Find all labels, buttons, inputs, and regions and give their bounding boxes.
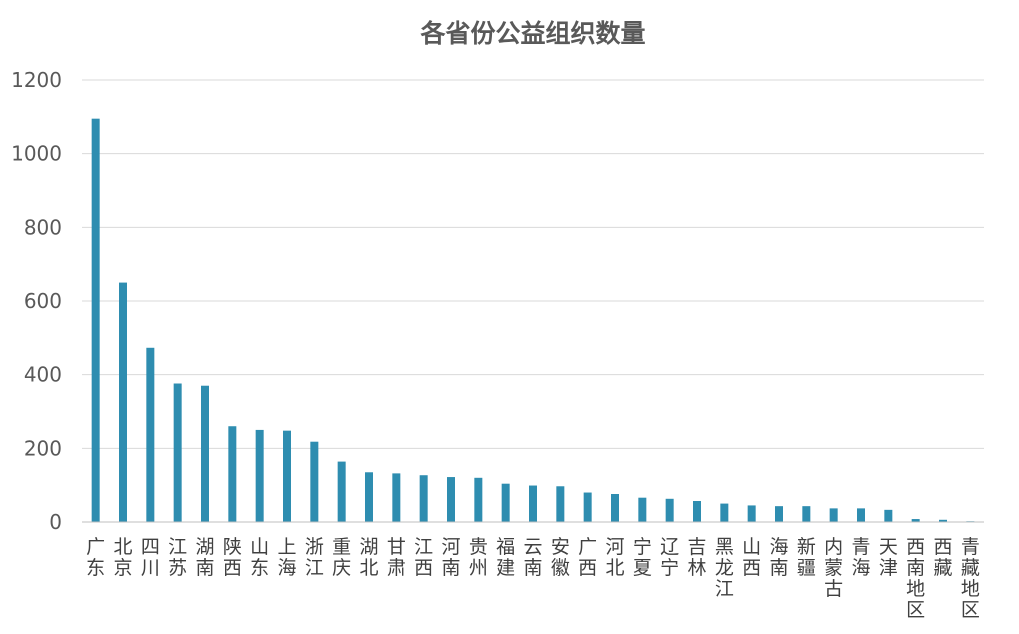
x-tick-label: 山东 xyxy=(250,536,269,579)
bar xyxy=(939,519,947,522)
x-tick-label: 四川 xyxy=(141,536,160,579)
x-tick-label: 吉林 xyxy=(687,536,706,579)
x-tick-label: 河南 xyxy=(441,536,460,579)
bar xyxy=(884,509,893,522)
x-tick-label: 湖南 xyxy=(195,536,214,579)
bar xyxy=(119,282,127,522)
x-tick-label: 广东 xyxy=(86,536,105,579)
y-tick-label: 1200 xyxy=(11,68,62,92)
x-tick-label: 山西 xyxy=(742,536,761,579)
bar xyxy=(911,519,920,522)
x-tick-label: 福建 xyxy=(496,536,515,579)
bar xyxy=(720,503,729,522)
chart-title: 各省份公益组织数量 xyxy=(419,19,645,48)
y-tick-label: 0 xyxy=(49,510,62,534)
x-tick-label: 西藏 xyxy=(933,536,952,579)
bar xyxy=(747,505,756,522)
bar xyxy=(611,494,619,522)
y-tick-label: 400 xyxy=(24,363,62,387)
bar xyxy=(638,497,647,522)
x-tick-label: 陕西 xyxy=(223,536,242,579)
x-tick-label: 江苏 xyxy=(168,536,187,579)
x-tick-label: 浙江 xyxy=(305,536,324,579)
x-tick-label: 甘肃 xyxy=(387,536,406,579)
x-tick-label: 海南 xyxy=(769,536,788,579)
x-tick-label: 青海 xyxy=(851,536,870,579)
bar xyxy=(228,426,237,522)
bar xyxy=(693,501,701,522)
x-tick-label: 西南地区 xyxy=(906,536,925,621)
bar xyxy=(337,461,346,522)
x-tick-label: 安徽 xyxy=(551,536,570,579)
bar xyxy=(857,508,865,522)
bars xyxy=(91,118,975,523)
bar xyxy=(447,477,455,522)
bar xyxy=(665,498,674,522)
y-axis-ticks: 0 200 400 600 800 1000 1200 xyxy=(11,68,62,534)
bar xyxy=(474,477,483,522)
bar xyxy=(501,483,510,522)
x-tick-label: 内蒙古 xyxy=(824,536,843,600)
x-tick-label: 北京 xyxy=(113,536,132,579)
bar xyxy=(802,506,811,522)
bar xyxy=(556,486,565,522)
bar xyxy=(392,473,401,522)
x-tick-label: 江西 xyxy=(414,536,433,579)
x-tick-label: 重庆 xyxy=(332,536,351,579)
y-tick-label: 1000 xyxy=(11,142,62,166)
x-tick-label: 宁夏 xyxy=(633,536,652,579)
x-tick-label: 青藏地区 xyxy=(961,536,980,621)
x-tick-label: 辽宁 xyxy=(660,536,679,579)
bar xyxy=(775,506,783,522)
x-tick-label: 黑龙江 xyxy=(715,536,734,600)
bar xyxy=(583,492,592,522)
bar xyxy=(255,429,264,522)
bar xyxy=(310,441,319,522)
bar xyxy=(419,475,428,522)
bar xyxy=(365,472,373,522)
x-tick-label: 天津 xyxy=(879,536,898,579)
x-tick-label: 新疆 xyxy=(797,536,816,579)
bar xyxy=(529,485,537,522)
x-tick-label: 上海 xyxy=(277,536,296,579)
bar xyxy=(173,383,182,522)
x-axis-ticks: 广东北京四川江苏湖南陕西山东上海浙江重庆湖北甘肃江西河南贵州福建云南安徽广西河北… xyxy=(86,536,980,621)
y-tick-label: 600 xyxy=(24,289,62,313)
x-tick-label: 云南 xyxy=(523,536,542,579)
bar xyxy=(829,508,838,522)
y-tick-label: 800 xyxy=(24,215,62,239)
bar xyxy=(201,385,209,522)
x-tick-label: 河北 xyxy=(605,536,624,579)
bar xyxy=(283,430,291,522)
bar xyxy=(91,118,100,523)
x-tick-label: 贵州 xyxy=(469,536,488,579)
y-tick-label: 200 xyxy=(24,436,62,460)
y-gridlines xyxy=(82,79,984,449)
x-tick-label: 广西 xyxy=(578,536,597,579)
x-tick-label: 湖北 xyxy=(359,536,378,579)
bar xyxy=(146,347,155,522)
